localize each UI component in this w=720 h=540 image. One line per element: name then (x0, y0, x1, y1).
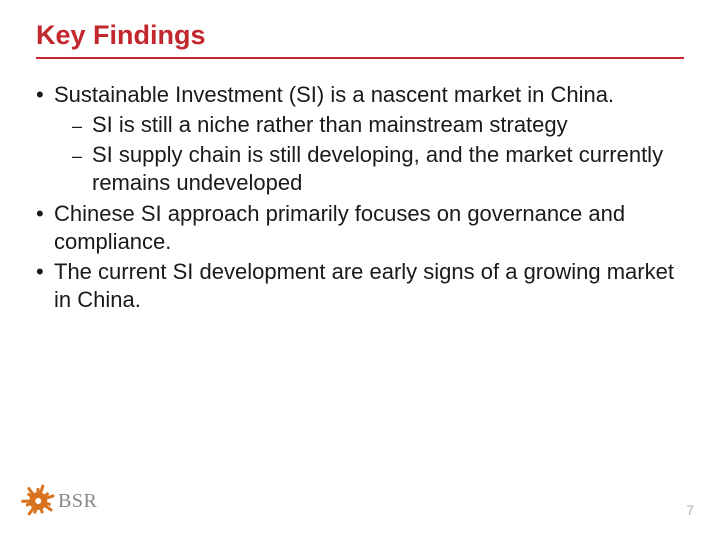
page-number: 7 (686, 502, 694, 518)
bullet-list: Sustainable Investment (SI) is a nascent… (36, 81, 684, 314)
logo: BSR (22, 486, 97, 516)
bullet-l1: Chinese SI approach primarily focuses on… (36, 200, 684, 256)
bullet-l2: SI supply chain is still developing, and… (36, 141, 684, 197)
slide-title: Key Findings (36, 20, 684, 59)
brand-text: BSR (58, 490, 97, 513)
slide: Key Findings Sustainable Investment (SI)… (0, 0, 720, 540)
bullet-l1: Sustainable Investment (SI) is a nascent… (36, 81, 684, 109)
bullet-l2: SI is still a niche rather than mainstre… (36, 111, 684, 139)
bullet-l1: The current SI development are early sig… (36, 258, 684, 314)
sunburst-icon (22, 486, 52, 516)
